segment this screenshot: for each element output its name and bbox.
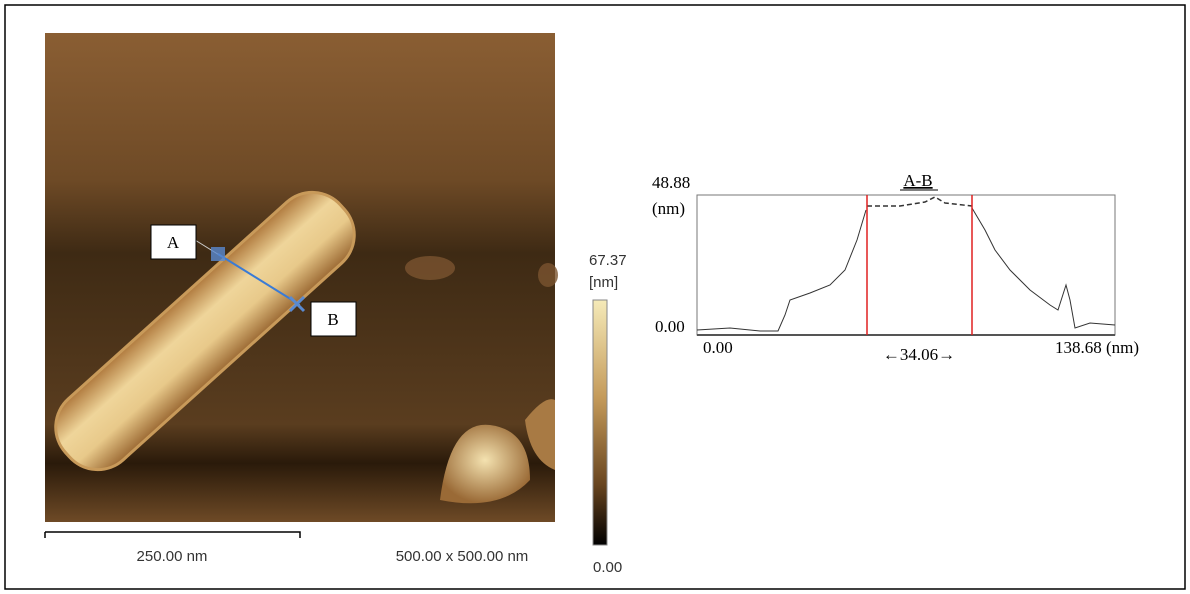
- colorbar-unit: [nm]: [589, 274, 618, 291]
- y-max: 48.88: [652, 173, 690, 192]
- marker-b: B: [327, 310, 338, 329]
- profile-plot: A-B 48.88 (nm) 0.00 0.00 ←34.06→ 138.68 …: [652, 171, 1139, 364]
- colorbar: [592, 299, 608, 546]
- colorbar-max: 67.37: [589, 252, 627, 269]
- afm-image: A B: [45, 33, 558, 522]
- scan-size: 500.00 x 500.00 nm: [396, 548, 529, 565]
- frame: [4, 4, 1186, 590]
- marker-a: A: [167, 233, 180, 252]
- x-max: 138.68 (nm): [1055, 338, 1139, 357]
- width-label: ←34.06→: [883, 345, 955, 364]
- profile-title: A-B: [903, 171, 932, 190]
- y-unit: (nm): [652, 199, 685, 218]
- scale-bar: [44, 531, 301, 538]
- colorbar-min: 0.00: [593, 559, 622, 576]
- scale-bar-label: 250.00 nm: [137, 548, 208, 565]
- x-min: 0.00: [703, 338, 733, 357]
- y-min: 0.00: [655, 317, 685, 336]
